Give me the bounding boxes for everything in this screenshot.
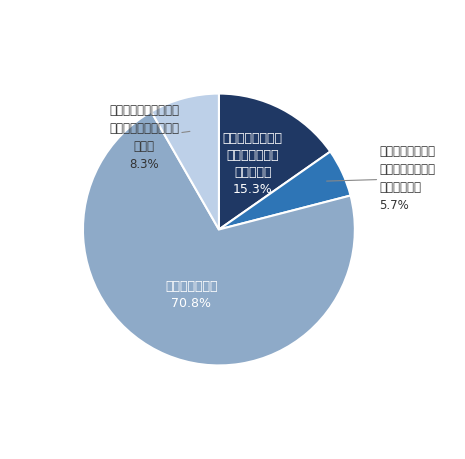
Text: 特に変わらない
70.8%: 特に変わらない 70.8%: [165, 280, 218, 310]
Wedge shape: [151, 94, 219, 230]
Wedge shape: [83, 112, 355, 365]
Text: 感染拡大前よりも
お薦めしたいと
思っている
15.3%: 感染拡大前よりも お薦めしたいと 思っている 15.3%: [223, 132, 283, 196]
Text: 感染拡大前よりも
お薦めしたくない
と思っている
5.7%: 感染拡大前よりも お薦めしたくない と思っている 5.7%: [326, 145, 435, 212]
Wedge shape: [219, 151, 351, 230]
Text: 感染拡大前に該当の航
空会社を利用したこと
がない
8.3%: 感染拡大前に該当の航 空会社を利用したこと がない 8.3%: [109, 105, 190, 171]
Wedge shape: [219, 94, 330, 230]
